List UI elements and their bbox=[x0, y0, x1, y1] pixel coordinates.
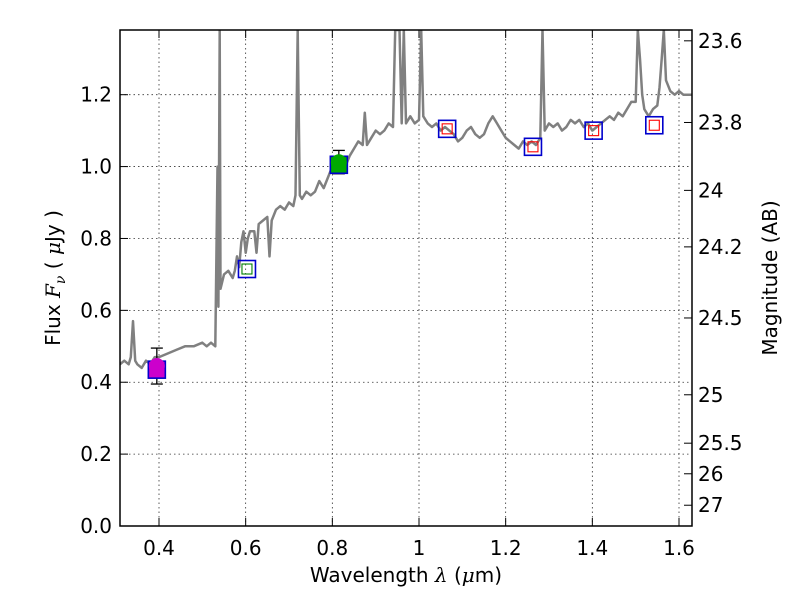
x-tick-label: 1 bbox=[413, 536, 426, 560]
model-flux-square bbox=[437, 119, 457, 139]
y-axis-ticks: 0.0 0.2 0.4 0.6 0.8 1.0 1.2 bbox=[80, 83, 128, 538]
y2-tick-label: 23.8 bbox=[698, 110, 743, 134]
model-flux-square bbox=[644, 115, 664, 135]
model-flux-square bbox=[584, 121, 603, 140]
y2-axis-title: Magnitude (AB) bbox=[758, 200, 782, 355]
y2-tick-label: 26 bbox=[698, 462, 723, 486]
model-flux-square bbox=[237, 259, 257, 279]
y2-tick-label: 24.5 bbox=[698, 306, 743, 330]
y-tick-label: 0.2 bbox=[80, 442, 112, 466]
y2-tick-label: 24.2 bbox=[698, 235, 743, 259]
y-tick-label: 0.0 bbox=[80, 514, 112, 538]
x-axis-title: Wavelength λ (μm) bbox=[310, 563, 502, 587]
series-layer bbox=[120, 30, 692, 370]
x-tick-label: 0.6 bbox=[230, 536, 262, 560]
y2-tick-label: 24 bbox=[698, 178, 723, 202]
y2-tick-label: 25 bbox=[698, 383, 723, 407]
observed-flux-point bbox=[148, 358, 165, 375]
observed-flux-point bbox=[330, 154, 347, 171]
y-tick-label: 0.8 bbox=[80, 226, 112, 250]
y2-tick-label: 27 bbox=[698, 493, 723, 517]
x-tick-label: 1.4 bbox=[576, 536, 608, 560]
upper-limit-marker bbox=[648, 119, 660, 131]
upper-limit-marker bbox=[527, 141, 539, 153]
y-tick-label: 1.0 bbox=[80, 155, 112, 179]
y-axis-title: Flux Fν ( μJy ) bbox=[41, 210, 69, 346]
plot-frame bbox=[119, 29, 693, 527]
plot-area bbox=[120, 30, 692, 385]
model-flux-square bbox=[523, 137, 543, 157]
x-tick-label: 0.4 bbox=[143, 536, 175, 560]
x-tick-label: 0.8 bbox=[316, 536, 348, 560]
y2-axis-ticks: 23.6 23.8 24 24.2 24.5 25 25.5 26 27 bbox=[684, 29, 743, 517]
y-tick-label: 0.4 bbox=[80, 370, 112, 394]
y-tick-label: 0.6 bbox=[80, 298, 112, 322]
x-tick-label: 1.6 bbox=[663, 536, 695, 560]
y2-tick-label: 23.6 bbox=[698, 29, 743, 53]
x-axis-ticks: 0.4 0.6 0.8 1 1.2 1.4 1.6 bbox=[143, 30, 695, 560]
upper-limit-marker bbox=[241, 263, 253, 275]
x-tick-label: 1.2 bbox=[490, 536, 522, 560]
upper-limit-marker bbox=[588, 125, 600, 137]
photometry-layer bbox=[147, 115, 664, 385]
y2-tick-label: 25.5 bbox=[698, 431, 743, 455]
series-line-sed-model bbox=[120, 30, 692, 370]
y-tick-label: 1.2 bbox=[80, 83, 112, 107]
upper-limit-marker bbox=[441, 123, 453, 135]
